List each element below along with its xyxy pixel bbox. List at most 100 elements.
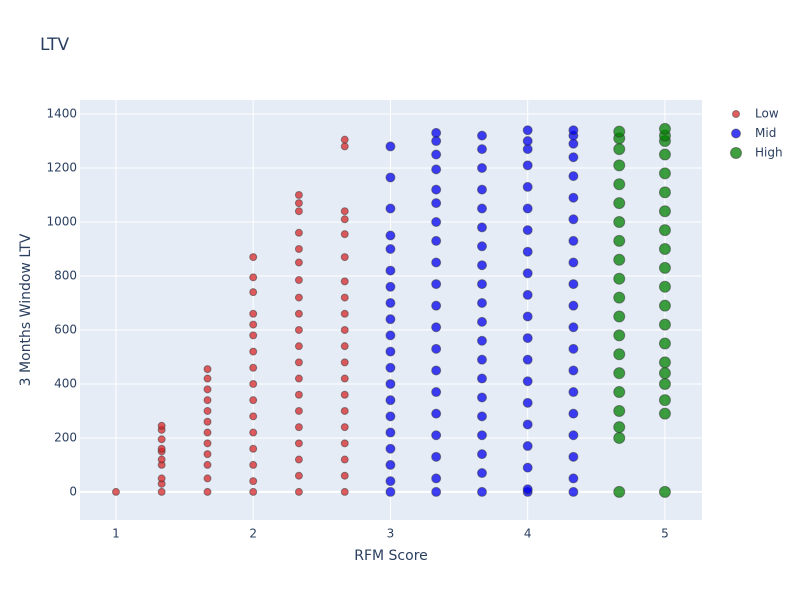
legend-label[interactable]: Mid	[755, 126, 776, 140]
point	[249, 487, 258, 496]
point	[385, 172, 396, 183]
point	[613, 431, 626, 444]
point	[658, 299, 671, 312]
point	[249, 379, 258, 388]
point	[522, 354, 533, 365]
point	[568, 152, 579, 163]
point	[522, 289, 533, 300]
point	[431, 322, 442, 333]
point	[568, 171, 579, 182]
point	[613, 485, 626, 498]
point	[294, 207, 303, 216]
point	[568, 408, 579, 419]
legend-marker[interactable]	[732, 110, 740, 118]
point	[385, 443, 396, 454]
point	[294, 406, 303, 415]
point	[613, 159, 626, 172]
point	[522, 462, 533, 473]
point	[385, 346, 396, 357]
point	[476, 316, 487, 327]
point	[568, 192, 579, 203]
point	[294, 374, 303, 383]
point	[294, 455, 303, 464]
point	[385, 395, 396, 406]
point	[294, 191, 303, 200]
point	[613, 291, 626, 304]
point	[340, 309, 349, 318]
point	[568, 473, 579, 484]
point	[658, 224, 671, 237]
point	[385, 203, 396, 214]
point	[431, 235, 442, 246]
point	[340, 487, 349, 496]
point	[658, 261, 671, 274]
point	[385, 378, 396, 389]
point	[340, 342, 349, 351]
point	[385, 281, 396, 292]
y-tick-label: 600	[54, 322, 77, 336]
point	[476, 411, 487, 422]
point	[385, 476, 396, 487]
point	[340, 293, 349, 302]
point	[294, 199, 303, 208]
point	[249, 396, 258, 405]
point	[476, 203, 487, 214]
point	[522, 181, 533, 192]
y-tick-label: 400	[54, 376, 77, 390]
legend-marker[interactable]	[730, 147, 742, 159]
point	[340, 406, 349, 415]
point	[613, 329, 626, 342]
point	[340, 471, 349, 480]
point	[613, 421, 626, 434]
point	[568, 235, 579, 246]
point	[203, 374, 212, 383]
legend-label[interactable]: High	[755, 146, 783, 160]
legend-marker[interactable]	[731, 128, 741, 139]
point	[385, 330, 396, 341]
point	[431, 127, 442, 138]
point	[476, 184, 487, 195]
point	[522, 136, 533, 147]
point	[294, 309, 303, 318]
point	[522, 125, 533, 136]
y-tick-label: 200	[54, 430, 77, 444]
point	[203, 385, 212, 394]
point	[476, 222, 487, 233]
point	[658, 122, 671, 135]
point	[568, 257, 579, 268]
point	[613, 125, 626, 138]
point	[658, 280, 671, 293]
point	[385, 459, 396, 470]
point	[658, 485, 671, 498]
point	[522, 397, 533, 408]
point	[658, 356, 671, 369]
point	[249, 412, 258, 421]
point	[203, 417, 212, 426]
point	[340, 423, 349, 432]
point	[157, 487, 166, 496]
point	[476, 260, 487, 271]
point	[476, 241, 487, 252]
legend-label[interactable]: Low	[755, 107, 779, 121]
point	[249, 320, 258, 329]
points	[111, 122, 671, 498]
point	[385, 243, 396, 254]
point	[476, 486, 487, 497]
point	[340, 277, 349, 286]
y-tick-label: 1200	[46, 161, 77, 175]
point	[340, 358, 349, 367]
point	[658, 242, 671, 255]
point	[249, 477, 258, 486]
point	[294, 244, 303, 253]
point	[294, 325, 303, 334]
point	[431, 198, 442, 209]
point	[613, 143, 626, 156]
point	[203, 460, 212, 469]
point	[522, 333, 533, 344]
point	[294, 342, 303, 351]
chart-title: LTV	[40, 35, 70, 55]
point	[431, 430, 442, 441]
point	[568, 279, 579, 290]
point	[522, 268, 533, 279]
point	[613, 386, 626, 399]
